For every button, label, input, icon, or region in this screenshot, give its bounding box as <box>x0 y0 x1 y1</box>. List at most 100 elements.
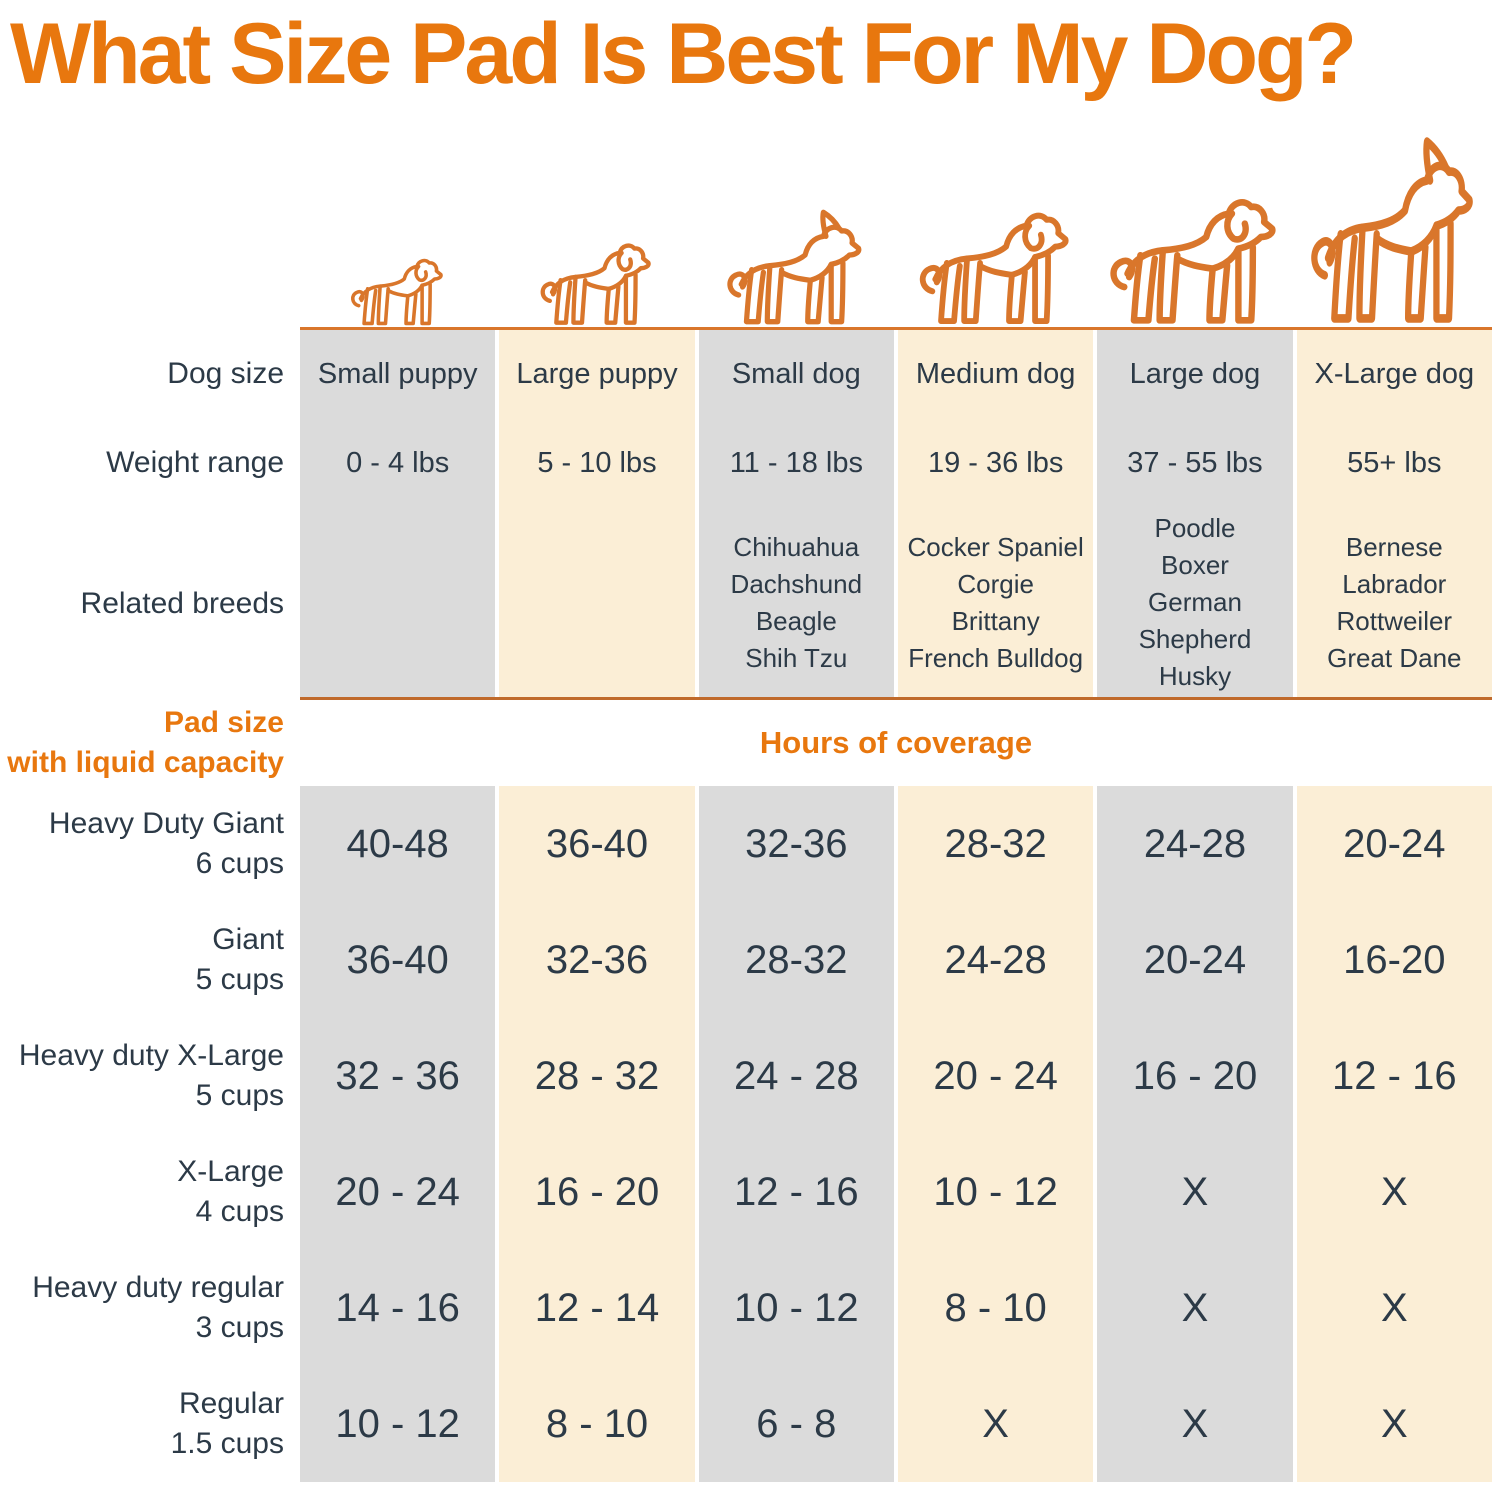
section-header-row: Pad size with liquid capacity Hours of c… <box>0 700 1492 786</box>
hours-cell: 10 - 12 <box>897 1134 1094 1251</box>
x-large-dog-great-dane-icon <box>1311 137 1474 324</box>
dog-cell-0 <box>300 247 495 327</box>
pad-size-caption-line1: Pad size <box>163 706 284 740</box>
breed-name: Beagle <box>755 605 837 636</box>
pad-size-name: Regular <box>178 1387 284 1421</box>
pad-row-label: Regular 1.5 cups <box>0 1366 300 1482</box>
weight-range-cell: 55+ lbs <box>1296 418 1492 509</box>
hours-cell: 6 - 8 <box>698 1366 894 1483</box>
column-header-large-dog: Large dog <box>1097 330 1293 419</box>
breed-name: German Shepherd <box>1138 587 1252 655</box>
pad-liquid-capacity: 1.5 cups <box>170 1427 284 1461</box>
page-title: What Size Pad Is Best For My Dog? <box>10 6 1357 102</box>
hours-cell: X <box>1097 1250 1293 1367</box>
dog-size-row: Dog size Small puppy Large puppy Small dog… <box>0 330 1492 419</box>
breed-name: Corgie <box>957 568 1034 599</box>
medium-dog-icon <box>919 213 1069 325</box>
breed-name: Shih Tzu <box>745 642 848 673</box>
pad-row-heavy-duty-x-large: Heavy duty X-Large 5 cups 32 - 36 28 - 32 24… <box>0 1018 1492 1135</box>
hours-cell: 20-24 <box>1097 902 1293 1019</box>
pad-size-caption-line2: with liquid capacity <box>7 746 284 780</box>
hours-cell: X <box>1097 1366 1293 1483</box>
breed-name: Rottweiler <box>1336 605 1453 636</box>
pad-size-name: Heavy duty X-Large <box>18 1039 284 1073</box>
hours-cell: 16 - 20 <box>1097 1018 1293 1135</box>
hours-cell: 28-32 <box>698 902 894 1019</box>
dog-illustrations-row <box>0 130 1492 331</box>
hours-cell: 24 - 28 <box>698 1018 894 1135</box>
pad-liquid-capacity: 4 cups <box>195 1195 284 1229</box>
pad-row-label: Heavy duty regular 3 cups <box>0 1250 300 1366</box>
hours-cell: 28 - 32 <box>499 1018 695 1135</box>
pad-liquid-capacity: 6 cups <box>195 847 284 881</box>
pad-row-heavy-duty-regular: Heavy duty regular 3 cups 14 - 16 12 - 14 10… <box>0 1250 1492 1367</box>
pad-liquid-capacity: 5 cups <box>195 963 284 997</box>
dog-cell-2 <box>699 207 894 327</box>
weight-range-cell: 19 - 36 lbs <box>897 418 1094 509</box>
hours-cell: 20-24 <box>1296 786 1492 903</box>
hours-of-coverage-header: Hours of coverage <box>759 725 1033 761</box>
pad-row-label: X-Large 4 cups <box>0 1134 300 1250</box>
dogs-row-spacer <box>0 130 300 330</box>
pad-rows: Heavy Duty Giant 6 cups 40-48 36-40 32-36 28-… <box>0 786 1492 1483</box>
hours-cell: 14 - 16 <box>300 1250 496 1367</box>
hours-cell: 8 - 10 <box>897 1250 1094 1367</box>
column-header-medium-dog: Medium dog <box>897 330 1094 419</box>
hours-cell: X <box>897 1366 1094 1483</box>
hours-cell: 12 - 16 <box>1296 1018 1492 1135</box>
column-header-small-dog: Small dog <box>698 330 894 419</box>
hours-cell: 16 - 20 <box>499 1134 695 1251</box>
small-dog-chihuahua-icon <box>727 209 862 325</box>
hours-cell: 8 - 10 <box>499 1366 695 1483</box>
related-breeds-cell <box>300 508 496 698</box>
small-puppy-dog-icon <box>350 259 443 326</box>
column-header-large-puppy: Large puppy <box>499 330 695 419</box>
pad-size-caption: Pad size with liquid capacity <box>0 700 300 786</box>
weight-range-cell: 37 - 55 lbs <box>1097 418 1293 509</box>
row-label-related-breeds: Related breeds <box>80 587 284 621</box>
dog-cell-1 <box>499 229 694 327</box>
pad-row-label: Heavy Duty Giant 6 cups <box>0 786 300 902</box>
weight-range-cell: 5 - 10 lbs <box>499 418 695 509</box>
hours-cell: 40-48 <box>300 786 496 903</box>
related-breeds-row: Related breeds Chihuahua Dachshund Beagle S… <box>0 508 1492 701</box>
dog-baseline <box>300 130 1492 331</box>
breed-name: Cocker Spaniel <box>907 531 1084 562</box>
pad-row-label: Giant 5 cups <box>0 902 300 1018</box>
pad-size-chart: Dog size Small puppy Large puppy Small dog… <box>0 130 1492 1483</box>
breed-name: Labrador <box>1342 568 1447 599</box>
breed-name: Husky <box>1158 661 1232 692</box>
hours-cell: 20 - 24 <box>300 1134 496 1251</box>
hours-cell: X <box>1296 1250 1492 1367</box>
breed-name: Poodle <box>1154 513 1236 544</box>
pad-size-name: Heavy Duty Giant <box>48 807 284 841</box>
hours-cell: 32 - 36 <box>300 1018 496 1135</box>
hours-cell: X <box>1097 1134 1293 1251</box>
related-breeds-cell <box>499 508 695 698</box>
hours-cell: 10 - 12 <box>698 1250 894 1367</box>
hours-cell: 24-28 <box>897 902 1094 1019</box>
pad-liquid-capacity: 3 cups <box>195 1311 284 1345</box>
breed-name: Chihuahua <box>733 531 860 562</box>
breed-name: French Bulldog <box>908 642 1084 673</box>
breed-name: Dachshund <box>730 568 863 599</box>
column-header-x-large-dog: X-Large dog <box>1296 330 1492 419</box>
pad-liquid-capacity: 5 cups <box>195 1079 284 1113</box>
row-label-dog-size: Dog size <box>167 357 284 391</box>
hours-cell: X <box>1296 1134 1492 1251</box>
large-puppy-dog-icon <box>540 243 651 326</box>
hours-cell: 16-20 <box>1296 902 1492 1019</box>
pad-size-name: X-Large <box>177 1155 284 1189</box>
pad-row-heavy-duty-giant: Heavy Duty Giant 6 cups 40-48 36-40 32-36 28-… <box>0 786 1492 903</box>
related-breeds-cell: Cocker Spaniel Corgie Brittany French Bulld… <box>897 508 1094 698</box>
related-breeds-cell: Poodle Boxer German Shepherd Husky <box>1097 508 1293 698</box>
weight-range-cell: 11 - 18 lbs <box>698 418 894 509</box>
large-dog-icon <box>1110 199 1276 324</box>
pad-row-label: Heavy duty X-Large 5 cups <box>0 1018 300 1134</box>
hours-cell: 36-40 <box>300 902 496 1019</box>
breed-name: Great Dane <box>1327 642 1462 673</box>
hours-cell: 12 - 14 <box>499 1250 695 1367</box>
hours-cell: 10 - 12 <box>300 1366 496 1483</box>
hours-cell: X <box>1296 1366 1492 1483</box>
